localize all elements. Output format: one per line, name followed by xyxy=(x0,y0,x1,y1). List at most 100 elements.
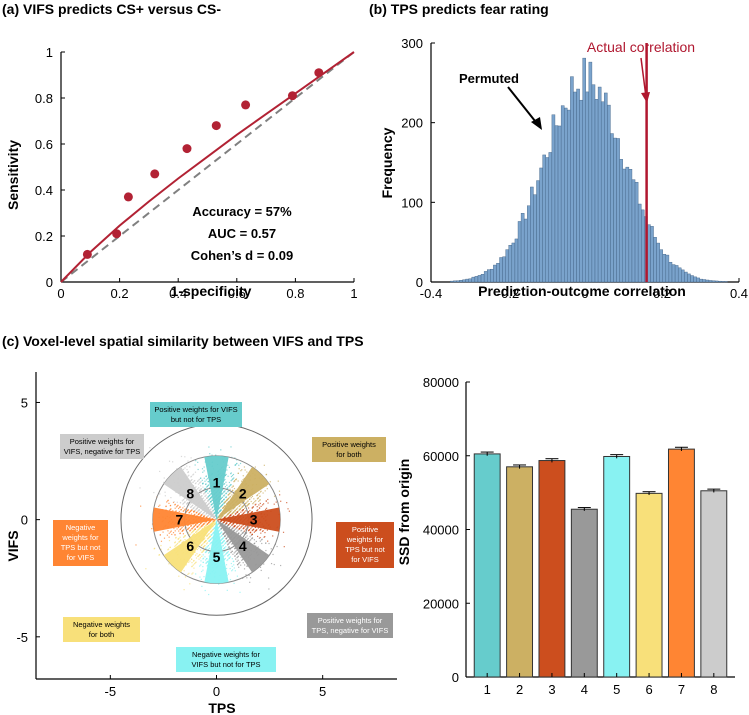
scatter-point xyxy=(256,506,258,508)
scatter-point xyxy=(212,506,214,508)
sector-legend-label: Positive weights for TPS but not for VIFS xyxy=(345,525,386,564)
scatter-point xyxy=(201,570,203,573)
scatter-point xyxy=(241,502,243,504)
scatter-point xyxy=(160,548,162,550)
scatter-point xyxy=(197,507,199,509)
scatter-point xyxy=(234,457,236,459)
scatter-point xyxy=(224,557,226,560)
scatter-point xyxy=(184,508,186,510)
ssd-bar xyxy=(538,460,566,678)
scatter-point xyxy=(227,547,229,549)
histogram-bar xyxy=(588,61,593,283)
scatter-point xyxy=(208,536,210,539)
scatter-point xyxy=(183,498,186,500)
scatter-point xyxy=(229,495,232,498)
panel-c-scatter: 1 234 5 678 -5 -5 0 0 5 5 Positive weights for VIF… xyxy=(16,372,397,699)
scatter-point xyxy=(259,502,261,505)
panel-a-roc: (a) VIFS predicts CS+ versus CS- 0 0.2 0.4… xyxy=(2,1,358,301)
histogram-bar xyxy=(468,278,473,283)
scatter-point xyxy=(250,527,252,529)
histogram-bar xyxy=(496,263,500,283)
scatter-point xyxy=(224,535,226,537)
scatter-point xyxy=(193,525,195,527)
scatter-point xyxy=(195,524,197,526)
scatter-point xyxy=(191,573,193,575)
scatter-point xyxy=(208,487,211,489)
scatter-point xyxy=(194,471,197,473)
scatter-point xyxy=(229,496,231,498)
scatter-point xyxy=(213,520,216,522)
scatter-point xyxy=(183,509,186,511)
scatter-point xyxy=(236,462,238,465)
scatter-point xyxy=(202,557,205,559)
scatter-point xyxy=(242,577,244,579)
scatter-point xyxy=(206,478,209,480)
scatter-point xyxy=(151,528,153,530)
panel-b-xlabel: Prediction-outcome correlation xyxy=(478,283,686,299)
scatter-point xyxy=(202,524,204,526)
scatter-point xyxy=(159,470,161,473)
scatter-point xyxy=(145,568,147,570)
scatter-point xyxy=(240,470,242,472)
scatter-point xyxy=(219,502,221,504)
scatter-point xyxy=(250,539,252,541)
scatter-point xyxy=(202,482,204,484)
scatter-point xyxy=(182,468,185,470)
scatter-point xyxy=(163,481,165,483)
scatter-point xyxy=(183,570,185,572)
scatter-point xyxy=(230,475,233,478)
panel-b-y-tick-label: 200 xyxy=(401,116,423,131)
scatter-point xyxy=(248,574,250,577)
scatter-point xyxy=(266,529,268,531)
scatter-point xyxy=(232,473,235,476)
scatter-point xyxy=(197,526,199,528)
scatter-point xyxy=(228,466,231,468)
scatter-point xyxy=(228,481,231,484)
panel-a-x-tick-label: 0.4 xyxy=(169,286,187,301)
scatter-point xyxy=(224,550,226,552)
scatter-point xyxy=(199,553,201,556)
scatter-point xyxy=(223,533,225,535)
scatter-point xyxy=(244,526,246,528)
scatter-point xyxy=(258,507,261,509)
scatter-point xyxy=(204,526,206,528)
roc-point xyxy=(241,100,251,110)
scatter-point xyxy=(229,578,232,581)
scatter-point xyxy=(229,484,231,487)
scatter-point xyxy=(232,492,235,495)
annotation-permuted: Permuted xyxy=(459,71,519,86)
scatter-point xyxy=(264,535,266,538)
scatter-point xyxy=(231,524,233,526)
scatter-point xyxy=(218,530,220,532)
scatter-point xyxy=(211,503,213,505)
scatter-point xyxy=(234,464,236,466)
scatter-point xyxy=(236,560,238,562)
scatter-point xyxy=(199,576,201,578)
scatter-point xyxy=(247,526,249,529)
scatter-point xyxy=(201,543,203,546)
scatter-point xyxy=(174,530,176,532)
scatter-point xyxy=(196,553,198,555)
scatter-point xyxy=(177,504,179,506)
scatter-point xyxy=(205,479,207,481)
panel-c-x-tick-label: 0 xyxy=(213,684,220,699)
scatter-point xyxy=(222,514,224,517)
scatter-point xyxy=(256,494,258,496)
scatter-point xyxy=(258,537,261,539)
scatter-point xyxy=(242,513,244,515)
panel-b-x-tick-label: 0 xyxy=(581,286,588,301)
scatter-point xyxy=(266,488,268,490)
scatter-point xyxy=(229,488,231,490)
scatter-point xyxy=(223,520,226,523)
scatter-point xyxy=(277,480,279,482)
histogram-bar xyxy=(684,271,688,283)
histogram-bar xyxy=(530,186,534,283)
histogram-bar xyxy=(560,105,565,283)
scatter-point xyxy=(168,563,170,565)
scatter-point xyxy=(203,515,205,517)
scatter-point xyxy=(240,507,242,509)
scatter-point xyxy=(175,536,177,539)
scatter-point xyxy=(259,491,262,493)
scatter-point xyxy=(223,479,225,481)
histogram-bar xyxy=(711,280,716,283)
